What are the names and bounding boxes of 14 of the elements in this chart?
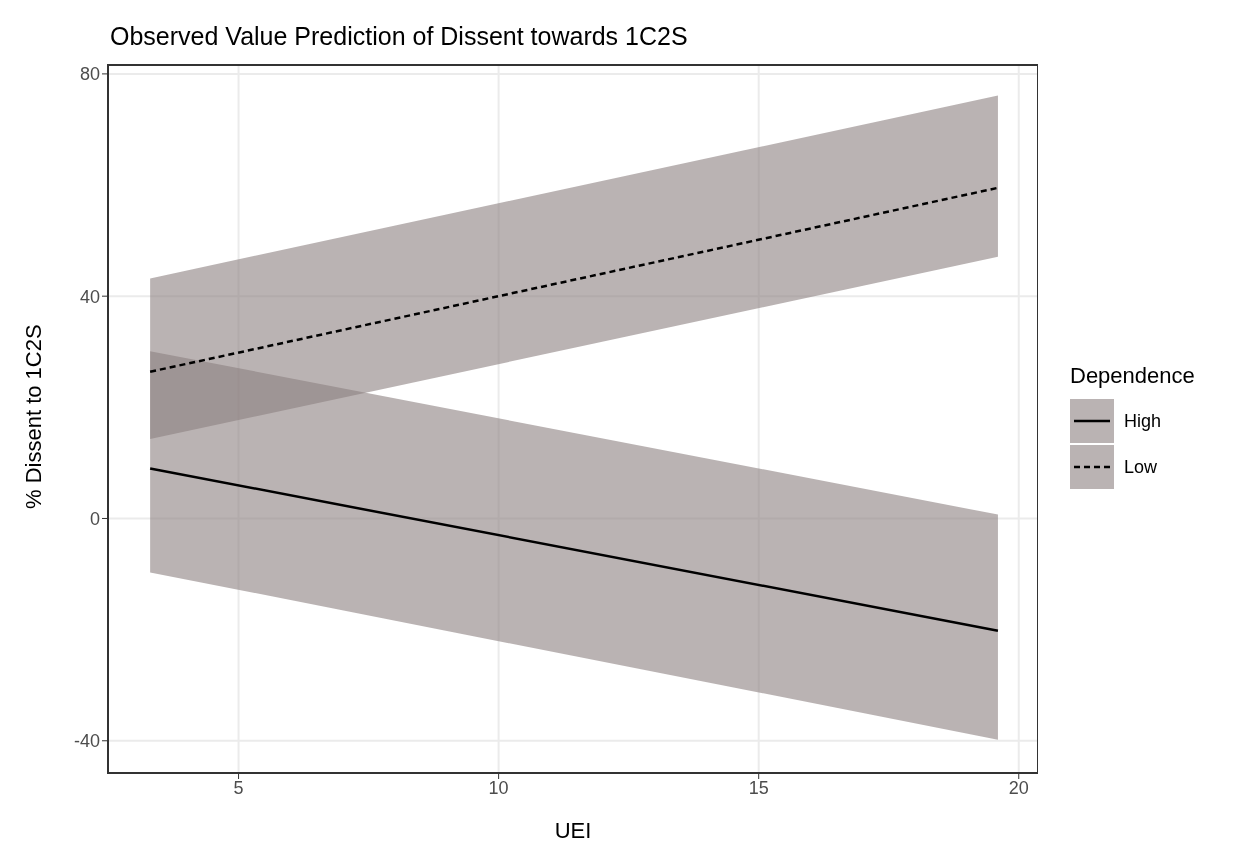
y-tick-label: 80 (79, 64, 100, 85)
legend-title: Dependence (1070, 363, 1195, 389)
y-axis-title: % Dissent to 1C2S (20, 324, 46, 509)
x-tick-label: 20 (1008, 777, 1029, 798)
legend-label: Low (1124, 456, 1158, 478)
x-axis-title: UEI (554, 818, 592, 843)
legend-label: High (1124, 410, 1162, 432)
chart-title: Observed Value Prediction of Dissent towards 1C2S (110, 22, 688, 51)
y-tick-label: -40 (73, 731, 100, 752)
y-tick-label: 40 (79, 286, 100, 307)
y-tick-label: 0 (89, 508, 100, 529)
x-tick-label: 5 (233, 777, 244, 798)
x-tick-label: 10 (488, 777, 509, 798)
x-tick-label: 15 (748, 777, 769, 798)
